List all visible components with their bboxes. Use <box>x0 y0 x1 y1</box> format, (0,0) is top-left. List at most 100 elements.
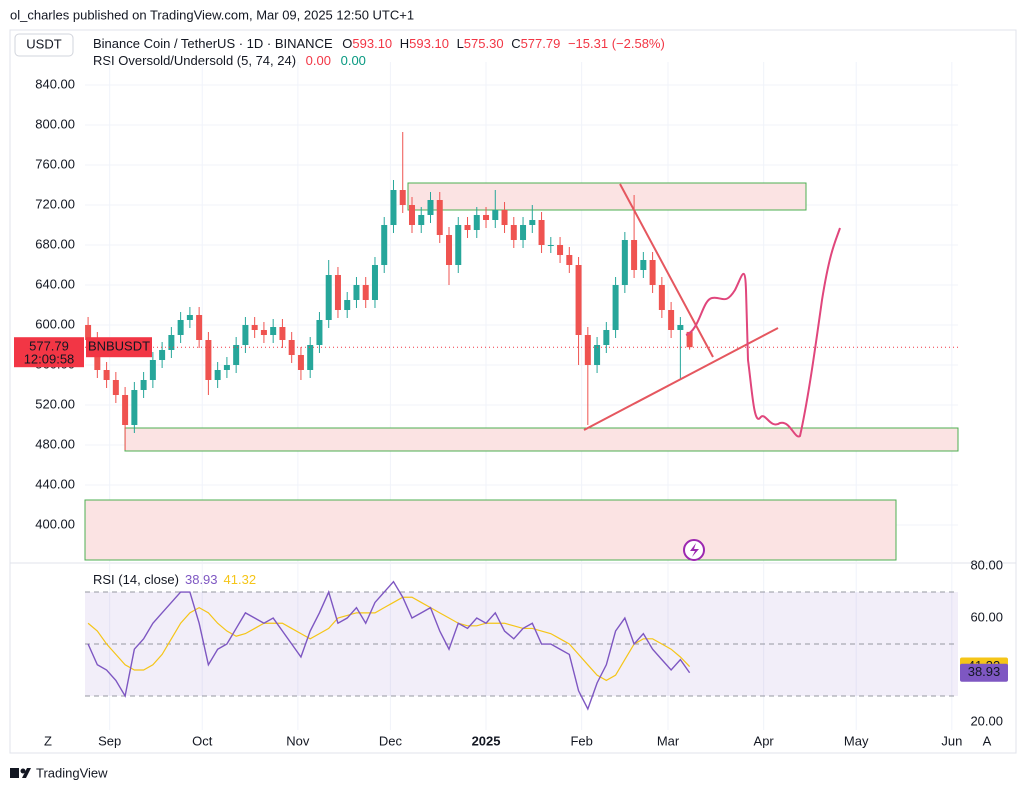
candle-body <box>492 210 499 220</box>
grid <box>85 62 958 562</box>
candle-body <box>168 335 175 350</box>
candle-body <box>658 285 665 310</box>
last-price-badge <box>14 337 84 368</box>
scale-button-label[interactable]: Z <box>44 733 52 748</box>
candle-body <box>640 260 647 270</box>
candle-body <box>538 220 545 245</box>
candle-body <box>575 265 582 335</box>
x-tick-label: Mar <box>657 733 680 748</box>
indicator-value: 0.00 <box>341 53 366 68</box>
drawings <box>583 183 841 561</box>
x-tick-label: May <box>844 733 869 748</box>
candle-body <box>455 225 462 265</box>
candle-body <box>594 345 601 365</box>
y-tick-label: 720.00 <box>35 196 75 211</box>
candle-body <box>159 350 166 360</box>
candle-body <box>260 330 267 335</box>
candle-body <box>557 245 564 255</box>
zone <box>84 499 897 561</box>
rsi-line <box>87 580 691 711</box>
candle-body <box>510 225 517 240</box>
candle-body <box>399 190 406 205</box>
last-price: 577.79 <box>29 339 69 354</box>
value-badge-label: 38.93 <box>968 664 1001 679</box>
legend-value: 41.32 <box>224 572 257 587</box>
scale-button[interactable] <box>38 732 58 752</box>
candle-body <box>223 365 230 370</box>
candle-body <box>436 200 443 235</box>
frame <box>9 29 1017 754</box>
ohlc-label: O <box>342 36 352 51</box>
ohlc-label: C <box>511 36 520 51</box>
value-badge <box>960 663 1008 682</box>
scale-button-label[interactable]: A <box>983 733 992 748</box>
candle-body <box>196 315 203 340</box>
candle-body <box>325 275 332 320</box>
currency-box[interactable] <box>14 33 74 57</box>
candle-body <box>371 265 378 300</box>
symbol-tag: BNBUSDT <box>88 339 150 354</box>
candle-body <box>677 325 684 330</box>
ohlc-label: H <box>400 36 409 51</box>
y-tick-label: 480.00 <box>35 436 75 451</box>
byline: ol_charles published on TradingView.com,… <box>10 7 414 22</box>
candle-body <box>307 345 314 370</box>
y-tick-label: 640.00 <box>35 276 75 291</box>
symbol-badge <box>86 337 152 358</box>
rsi-legend: RSI (14, close) 38.93 41.32 <box>93 572 256 587</box>
candle-body <box>279 327 286 340</box>
candle-body <box>446 235 453 265</box>
y-tick-label: 440.00 <box>35 476 75 491</box>
candle-body <box>353 285 360 300</box>
y-tick-label: 60.00 <box>970 609 1003 624</box>
candle-body <box>362 285 369 300</box>
candle-body <box>381 225 388 265</box>
candle-body <box>408 205 415 225</box>
candle-body <box>520 225 527 240</box>
candle-body <box>112 380 119 395</box>
candle-body <box>297 355 304 370</box>
candle-body <box>529 220 536 225</box>
x-tick-label: Jun <box>941 733 962 748</box>
candle-body <box>131 390 138 425</box>
candle-body <box>584 335 591 365</box>
ohlc-value: 593.10 <box>409 36 449 51</box>
candle-body <box>242 325 249 345</box>
x-tick-label: Dec <box>379 733 403 748</box>
candle-body <box>186 315 193 320</box>
candle-body <box>473 215 480 230</box>
projection <box>685 227 841 438</box>
indicator-value: 0.00 <box>306 53 331 68</box>
candle-body <box>122 395 129 425</box>
y-tick-label: 80.00 <box>970 558 1003 573</box>
x-tick-label: Sep <box>98 733 121 748</box>
candle-body <box>612 285 619 330</box>
candle-body <box>464 225 471 230</box>
currency[interactable]: USDT <box>26 36 61 51</box>
brand-logo <box>10 768 31 778</box>
x-tick-label: Feb <box>570 733 592 748</box>
zone <box>407 182 807 211</box>
y-tick-label: 800.00 <box>35 116 75 131</box>
candle-body <box>686 331 693 348</box>
ohlc-value: 593.10 <box>352 36 392 51</box>
indicator-line: RSI Oversold/Undersold (5, 74, 24) 0.00 … <box>93 53 366 68</box>
candle-body <box>566 255 573 265</box>
candle-body <box>103 370 110 380</box>
candle-body <box>233 345 240 365</box>
ohlc-value: 577.79 <box>521 36 561 51</box>
candle-body <box>547 245 554 246</box>
candle-body <box>270 327 277 335</box>
brand: TradingView <box>36 765 108 780</box>
candle-body <box>501 210 508 225</box>
x-tick-label: 2025 <box>472 733 501 748</box>
x-tick-label: Oct <box>192 733 213 748</box>
y-tick-label: 520.00 <box>35 396 75 411</box>
candle-body <box>177 320 184 335</box>
legend-value: 38.93 <box>185 572 218 587</box>
candle-body <box>149 360 156 380</box>
candle-body <box>390 190 397 225</box>
candle-body <box>483 215 490 220</box>
price-pane: 400.00440.00480.00520.00560.00600.00640.… <box>14 76 958 531</box>
